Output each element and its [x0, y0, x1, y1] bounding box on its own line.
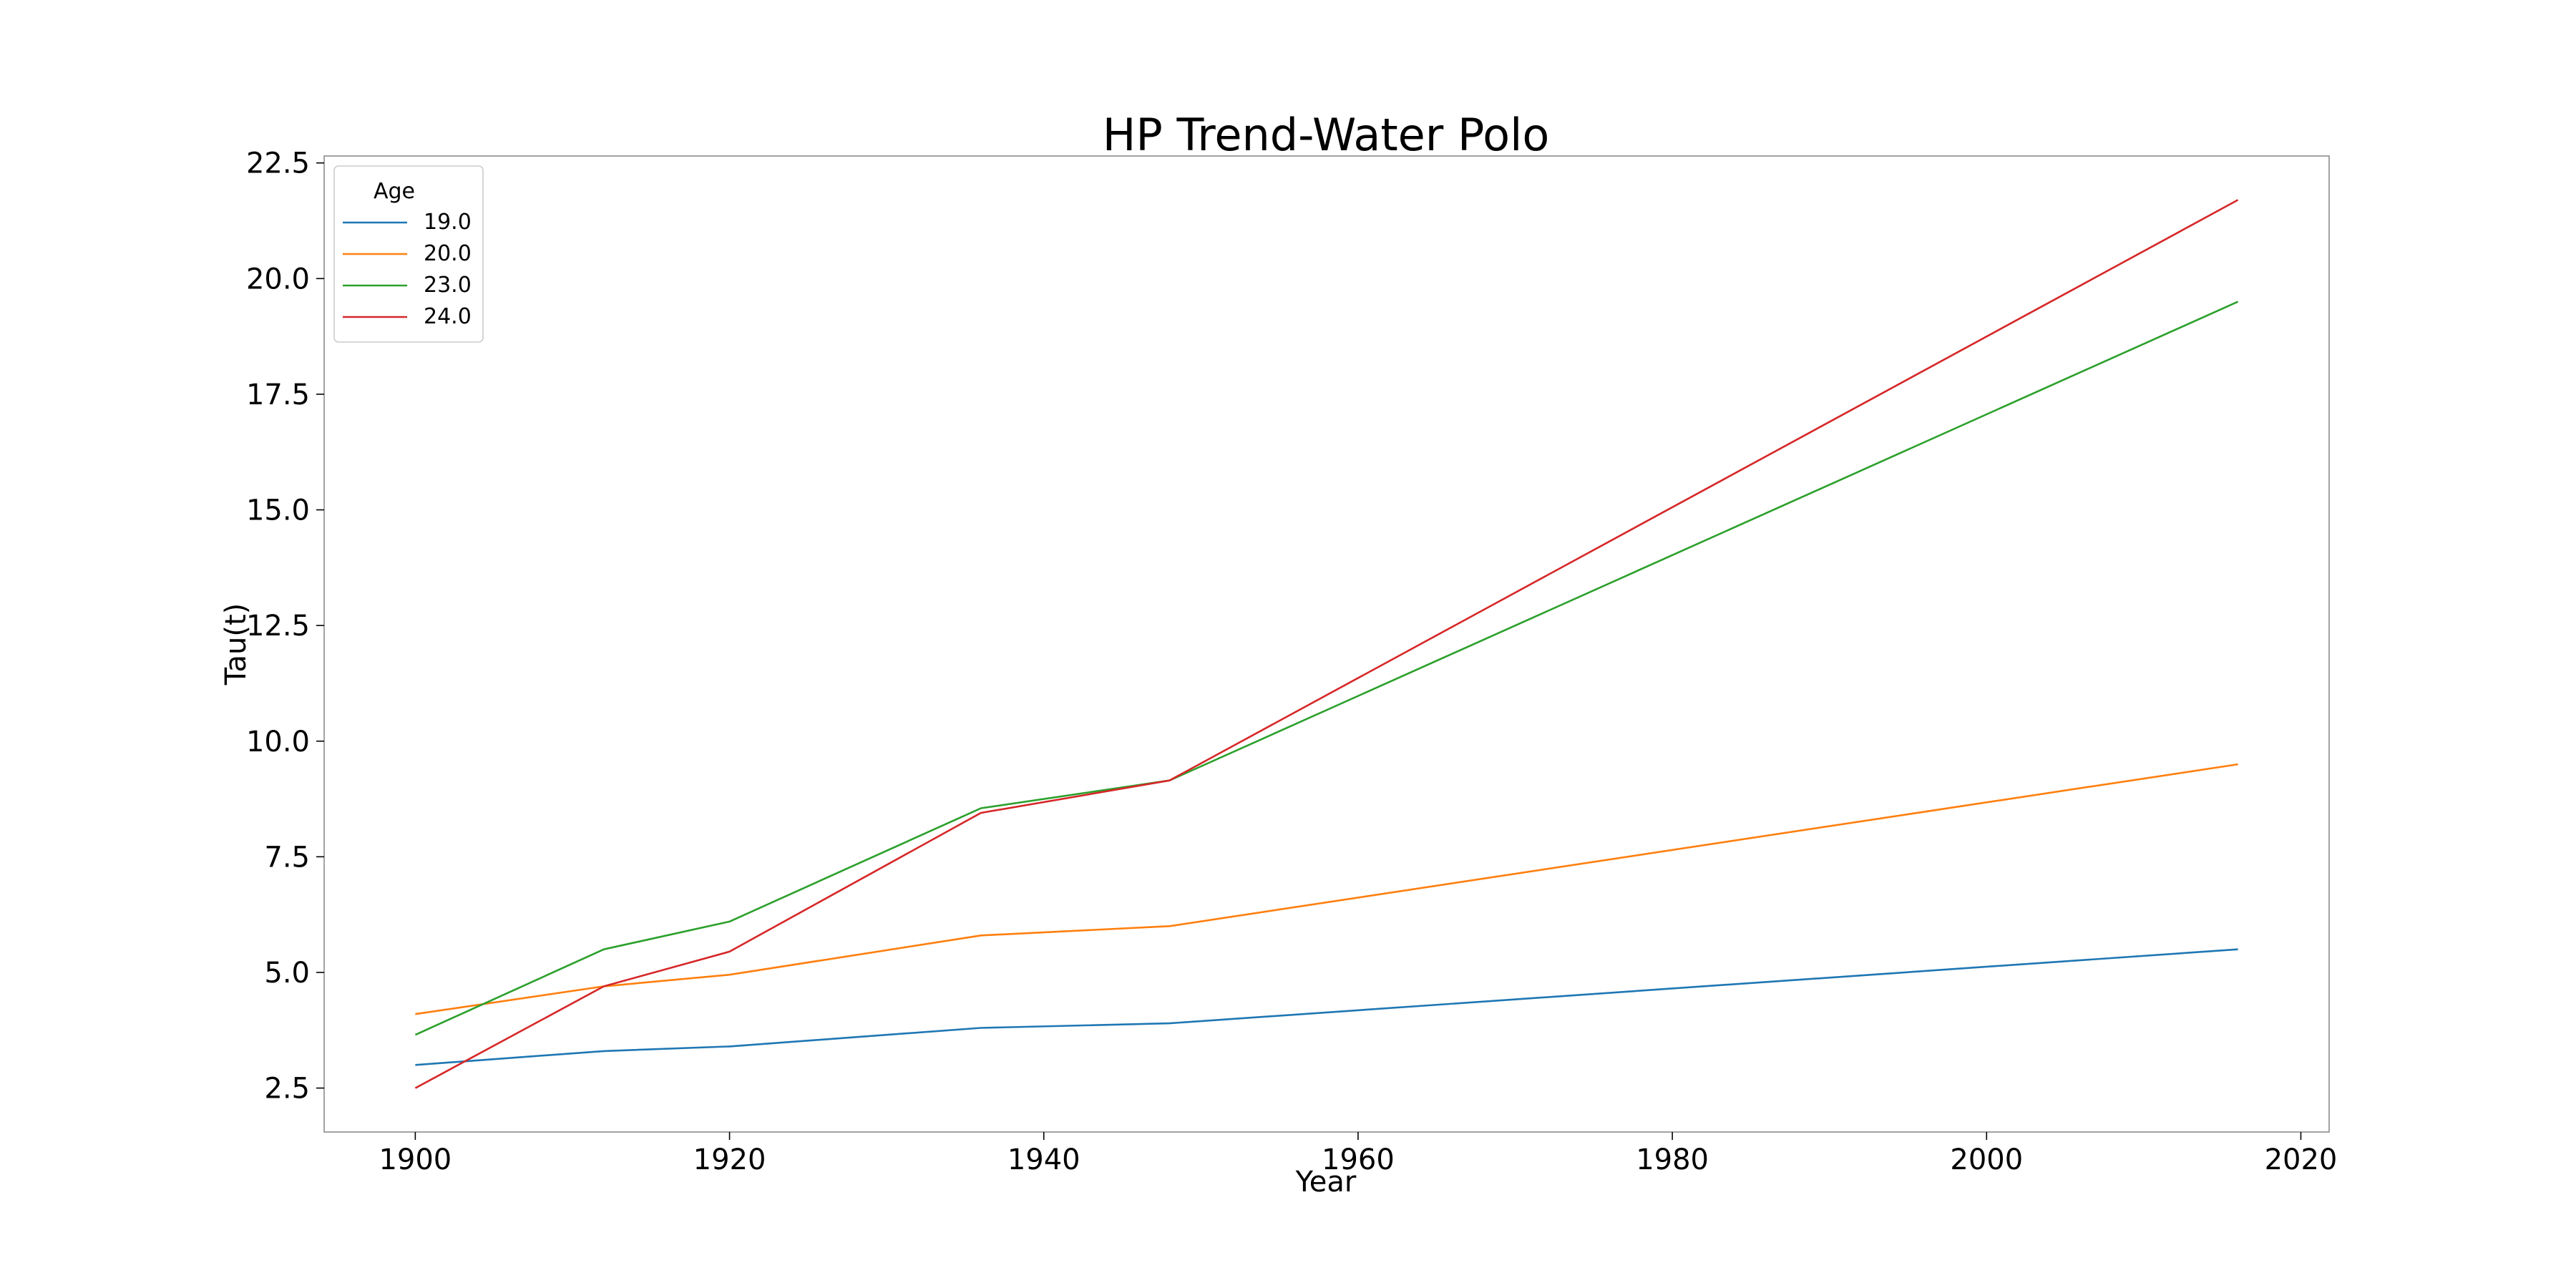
x-axis-label: Year	[1295, 1166, 1357, 1199]
y-tick-label: 7.5	[264, 841, 310, 874]
series-line-23.0	[414, 301, 2239, 1036]
y-axis: 2.5 5.0 7.5 10.0 12.5 15.0 17.5 20.0 22.5	[246, 147, 324, 1106]
y-tick-label: 12.5	[246, 610, 310, 643]
x-tick-label: 1960	[1322, 1143, 1395, 1176]
x-tick-label: 2000	[1950, 1143, 2023, 1176]
y-tick-label: 22.5	[246, 147, 310, 180]
legend-label-23.0: 23.0	[424, 273, 472, 298]
legend-title: Age	[374, 179, 415, 204]
y-tick-label: 15.0	[246, 494, 310, 527]
legend-label-24.0: 24.0	[424, 304, 472, 329]
series-line-20.0	[415, 763, 2238, 1015]
series-line-24.0	[414, 199, 2239, 1089]
y-tick-label: 17.5	[246, 379, 310, 411]
x-tick-label: 2020	[2265, 1143, 2338, 1176]
x-tick-label: 1940	[1008, 1143, 1080, 1176]
series-layer	[414, 199, 2239, 1089]
y-tick-label: 2.5	[264, 1073, 310, 1106]
legend-label-19.0: 19.0	[424, 210, 472, 235]
y-tick-label: 10.0	[246, 726, 310, 758]
x-tick-label: 1980	[1636, 1143, 1709, 1176]
plot-area-frame	[323, 155, 2330, 1133]
y-tick-label: 5.0	[264, 957, 310, 990]
x-tick-label: 1900	[379, 1143, 452, 1176]
legend: Age 19.0 20.0 23.0 24.0	[333, 165, 484, 343]
x-tick-label: 1920	[693, 1143, 766, 1176]
y-tick-label: 20.0	[246, 263, 310, 296]
chart-title: HP Trend-Water Polo	[1103, 109, 1550, 161]
x-axis: 1900 1920 1940 1960 1980 2000 2020	[379, 1132, 2337, 1176]
legend-box	[333, 165, 484, 343]
y-axis-label: Tau(t)	[220, 603, 253, 686]
series-line-19.0	[415, 948, 2238, 1066]
legend-label-20.0: 20.0	[424, 241, 472, 266]
